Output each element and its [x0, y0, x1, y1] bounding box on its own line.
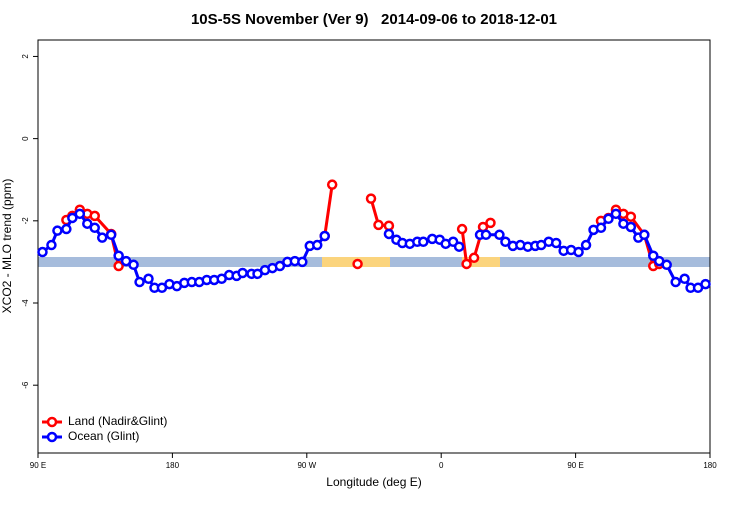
x-tick-label: 180: [703, 461, 717, 470]
plot-frame: [37, 39, 711, 454]
point: [456, 223, 468, 235]
y-tick-label: 2: [21, 54, 30, 59]
point: [610, 208, 622, 220]
x-axis-label: Longitude (deg E): [326, 475, 421, 489]
point: [661, 259, 672, 271]
point: [573, 246, 584, 258]
point: [128, 259, 139, 271]
point: [383, 220, 395, 231]
legend-label: Land (Nadir&Glint): [68, 414, 167, 428]
point: [639, 229, 650, 241]
point: [274, 260, 286, 272]
point: [700, 278, 711, 290]
point: [96, 232, 108, 243]
point: [670, 276, 681, 288]
point: [82, 218, 93, 229]
point: [625, 211, 637, 222]
x-tick-label: 90 W: [297, 461, 316, 470]
point: [352, 258, 363, 270]
point: [237, 267, 248, 279]
x-tick-label: 90 E: [30, 461, 46, 470]
point: [485, 217, 496, 229]
point: [67, 212, 78, 224]
point: [500, 236, 511, 248]
point: [52, 225, 63, 236]
legend-marker: [46, 416, 58, 428]
point: [679, 273, 690, 285]
y-tick-label: -4: [21, 299, 30, 307]
point: [595, 222, 607, 234]
y-tick-label: -6: [21, 381, 30, 389]
point: [143, 273, 154, 285]
point: [468, 252, 480, 264]
point: [326, 179, 338, 190]
point: [453, 241, 465, 252]
x-tick-label: 180: [166, 461, 180, 470]
point: [365, 193, 377, 204]
point: [113, 260, 124, 272]
point: [373, 219, 384, 231]
chart-title: 10S-5S November (Ver 9) 2014-09-06 to 20…: [191, 11, 557, 28]
point: [319, 230, 330, 242]
y-tick-label: -2: [21, 217, 30, 225]
point: [550, 237, 562, 249]
point: [383, 228, 395, 240]
point: [46, 239, 57, 251]
point: [494, 229, 505, 241]
point: [113, 250, 124, 261]
point: [74, 208, 86, 220]
y-axis-label: XCO2 - MLO trend (ppm): [0, 179, 14, 314]
legend-marker: [46, 431, 58, 443]
point: [105, 229, 117, 241]
point: [418, 236, 429, 248]
point: [480, 229, 492, 241]
legend-label: Ocean (Glint): [68, 429, 139, 443]
x-tick-label: 90 E: [567, 461, 583, 470]
point: [89, 222, 100, 234]
point: [297, 256, 308, 268]
point: [603, 213, 614, 225]
map-land: [462, 257, 500, 267]
point: [625, 221, 637, 233]
point: [134, 276, 145, 288]
point: [580, 239, 592, 251]
point: [89, 210, 100, 222]
point: [312, 239, 323, 251]
point: [37, 246, 48, 258]
point: [61, 223, 72, 235]
point: [461, 258, 472, 270]
y-tick-label: 0: [21, 136, 30, 141]
x-tick-label: 0: [439, 461, 444, 470]
